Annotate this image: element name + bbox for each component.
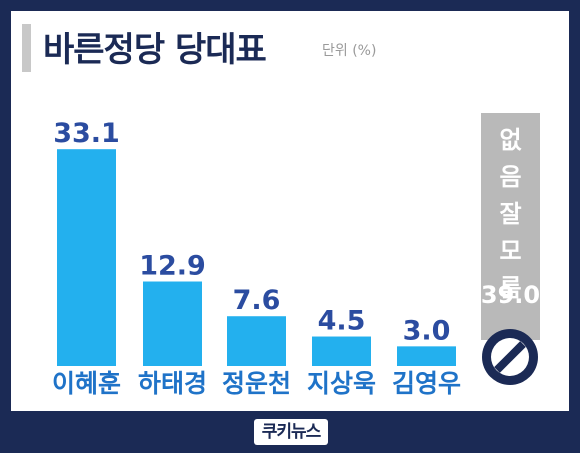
category-label: 하태경 xyxy=(138,369,207,398)
unit-label: 단위 (%) xyxy=(322,43,377,59)
undecided-bar xyxy=(481,113,540,340)
category-label: 지상욱 xyxy=(307,369,376,398)
undecided-label-char: 잘 xyxy=(499,200,521,228)
undecided-label-char: 름 xyxy=(499,274,521,302)
bar-value-label: 4.5 xyxy=(318,306,366,337)
kuki-news-logo: 쿠키뉴스 xyxy=(254,419,328,445)
bar-4 xyxy=(312,336,371,366)
undecided-label-char: 음 xyxy=(499,163,521,191)
bar-5 xyxy=(397,346,456,366)
undecided-label-char: 모 xyxy=(499,237,521,265)
category-label: 정운천 xyxy=(222,369,291,398)
bar-value-label: 7.6 xyxy=(233,285,281,316)
category-label: 김영우 xyxy=(392,369,461,398)
category-label: 이혜훈 xyxy=(52,369,121,398)
title-accent-bar xyxy=(22,24,31,72)
undecided-value-label: 39.0 xyxy=(481,281,540,309)
bar-value-label: 33.1 xyxy=(53,118,120,149)
logo-text: 쿠키뉴스 xyxy=(261,422,322,442)
bar-value-label: 12.9 xyxy=(139,251,206,282)
bar-2 xyxy=(143,281,202,366)
bar-3 xyxy=(227,316,286,366)
bar-value-label: 3.0 xyxy=(403,315,451,346)
bar-1 xyxy=(57,149,116,366)
undecided-label-char: 없 xyxy=(499,126,521,154)
no-sign-icon xyxy=(482,329,538,385)
chart-title: 바른정당 당대표 xyxy=(43,30,267,70)
